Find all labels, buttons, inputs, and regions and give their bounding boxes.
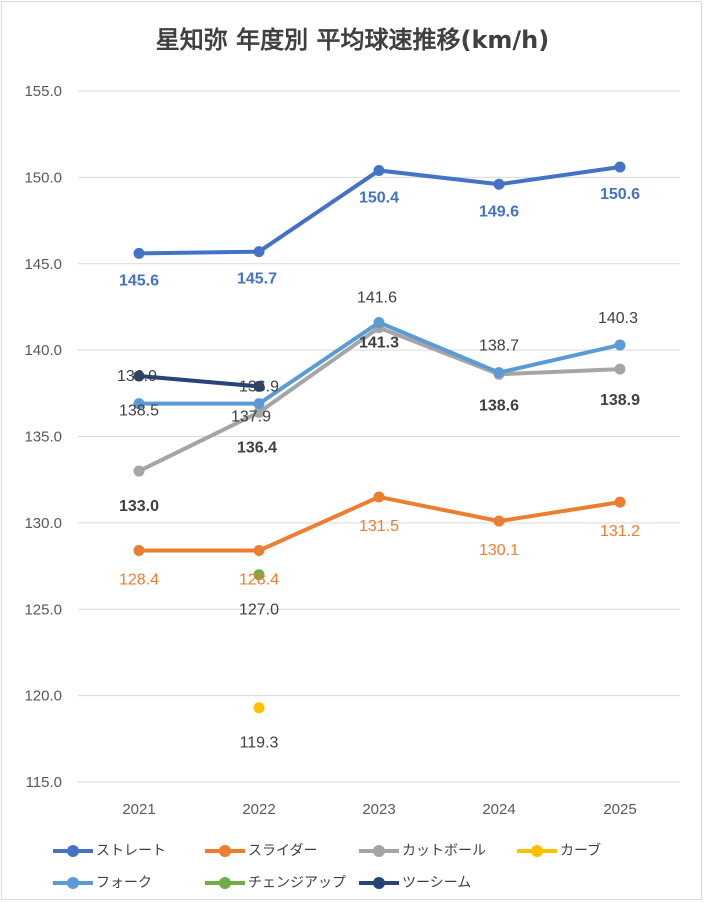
legend-item: ストレート (50, 838, 166, 864)
x-tick-label: 2022 (242, 801, 275, 818)
data-point (253, 246, 265, 258)
x-tick-label: 2023 (362, 801, 395, 818)
legend-item: ツーシーム (356, 870, 471, 896)
data-point (133, 545, 145, 557)
legend-swatch (50, 870, 96, 896)
data-label: 137.9 (231, 409, 271, 426)
y-tick-label: 155.0 (24, 83, 62, 100)
legend-item: スライダー (202, 838, 317, 864)
data-label: 130.1 (479, 542, 519, 559)
data-label: 136.4 (237, 439, 277, 456)
y-tick-label: 125.0 (24, 601, 62, 618)
data-point (493, 178, 505, 190)
series-line (137, 374, 261, 389)
data-point (253, 380, 265, 392)
data-label: 145.7 (237, 271, 277, 288)
legend-swatch (356, 838, 402, 864)
data-label: 133.0 (119, 498, 159, 515)
data-label: 119.3 (240, 735, 279, 752)
y-tick-label: 140.0 (24, 342, 62, 359)
x-tick-label: 2021 (122, 801, 155, 818)
data-label: 150.6 (600, 186, 640, 203)
data-label: 150.4 (359, 189, 399, 206)
y-tick-label: 135.0 (24, 429, 62, 446)
y-tick-label: 150.0 (24, 169, 62, 186)
y-tick-label: 120.0 (24, 688, 62, 705)
data-label: 145.6 (119, 272, 159, 289)
data-point (493, 367, 505, 379)
data-point (493, 515, 505, 527)
data-label: 138.5 (119, 403, 159, 420)
data-point (614, 161, 626, 173)
x-tick-label: 2025 (603, 801, 636, 818)
data-point (614, 496, 626, 508)
data-point (614, 339, 626, 351)
legend-swatch (356, 870, 402, 896)
data-point (373, 491, 385, 503)
legend-item: カーブ (514, 838, 601, 864)
data-label: 127.0 (239, 602, 279, 619)
data-point (253, 569, 265, 581)
legend-swatch (202, 838, 248, 864)
legend-item: フォーク (50, 870, 152, 896)
legend-label: カットボール (402, 843, 486, 859)
data-label: 131.5 (359, 518, 399, 535)
legend-label: ツーシーム (402, 875, 472, 891)
series-line (137, 165, 622, 256)
data-label: 141.6 (357, 289, 397, 306)
chart-title: 星知弥 年度別 平均球速推移(km/h) (155, 26, 550, 54)
data-label: 136.9 (117, 368, 157, 385)
legend-item: チェンジアップ (202, 870, 346, 896)
data-label: 149.6 (479, 203, 519, 220)
legend-label: スライダー (248, 843, 318, 859)
legend-swatch (514, 838, 560, 864)
data-label: 131.2 (600, 523, 640, 540)
data-label: 138.7 (479, 338, 519, 355)
data-label: 128.4 (119, 572, 159, 589)
y-tick-label: 115.0 (26, 774, 62, 791)
legend-swatch (50, 838, 96, 864)
data-label: 136.9 (239, 378, 279, 395)
data-label: 138.6 (479, 397, 519, 414)
data-point (133, 370, 145, 382)
data-point (133, 465, 145, 477)
legend-item: カットボール (356, 838, 486, 864)
data-point (133, 247, 145, 259)
data-label: 141.3 (359, 335, 399, 352)
data-point (253, 398, 265, 410)
data-label: 138.9 (600, 392, 640, 409)
data-point (253, 702, 265, 714)
legend-label: フォーク (96, 875, 152, 891)
data-point (373, 316, 385, 328)
data-point (614, 363, 626, 375)
legend-label: ストレート (96, 843, 166, 859)
legend-label: カーブ (560, 843, 602, 859)
data-point (253, 545, 265, 557)
data-label: 140.3 (598, 310, 638, 327)
legend-swatch (202, 870, 248, 896)
data-point (373, 164, 385, 176)
y-tick-label: 130.0 (24, 515, 62, 532)
data-label: 128.4 (239, 572, 279, 589)
data-point (253, 406, 265, 418)
x-tick-label: 2024 (482, 801, 515, 818)
data-point (133, 398, 145, 410)
y-tick-label: 145.0 (24, 256, 62, 273)
legend-label: チェンジアップ (248, 875, 346, 891)
